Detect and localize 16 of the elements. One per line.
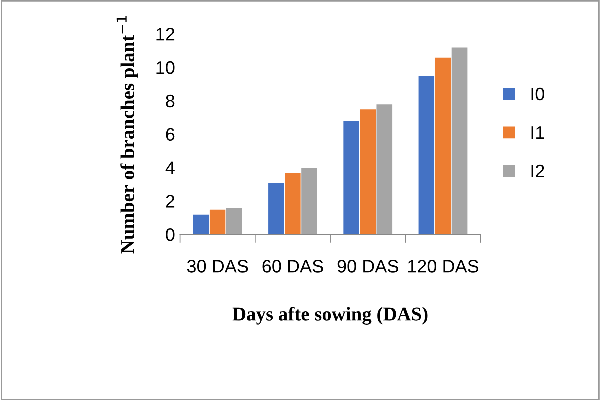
y-axis-title: Number of branches plant$^{−1}$ [116, 16, 138, 254]
x-tick-label: 30 DAS [187, 260, 248, 273]
y-tick-label: 8 [166, 94, 175, 108]
y-tick-label: 4 [166, 162, 175, 174]
y-tick-label: 6 [166, 128, 175, 142]
legend-label: I1 [532, 126, 544, 140]
x-tick-label: 60 DAS [262, 260, 324, 273]
x-axis-title: Days afte sowing (DAS) [232, 306, 428, 325]
x-tick-label: 120 DAS [408, 260, 479, 273]
legend-label: I0 [532, 88, 544, 101]
y-tick-label: 2 [166, 195, 175, 208]
legend-label: I2 [532, 164, 544, 178]
x-tick-label: 90 DAS [338, 260, 398, 273]
y-tick-label: 0 [166, 228, 175, 242]
y-tick-label: 10 [156, 61, 175, 74]
y-tick-label: 12 [156, 28, 175, 41]
